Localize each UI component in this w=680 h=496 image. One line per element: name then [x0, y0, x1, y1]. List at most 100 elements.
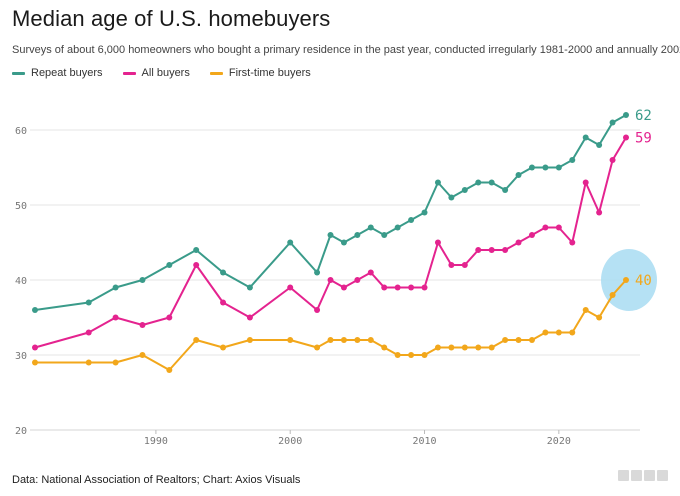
data-point-all-buyers — [434, 239, 441, 246]
x-tick-label: 2010 — [412, 436, 436, 447]
data-point-all-buyers — [488, 247, 495, 253]
data-point-all-buyers — [287, 284, 294, 291]
data-point-all-buyers — [555, 224, 562, 231]
series-line-all-buyers — [34, 136, 627, 349]
data-point-repeat-buyers — [596, 142, 603, 148]
data-point-first-time-buyers — [515, 337, 522, 343]
data-point-all-buyers — [166, 314, 173, 321]
legend-label-all-buyers: All buyers — [141, 67, 190, 79]
data-point-repeat-buyers — [32, 307, 38, 313]
data-point-first-time-buyers — [367, 337, 374, 343]
data-point-repeat-buyers — [354, 232, 361, 238]
data-point-all-buyers — [354, 277, 361, 283]
data-point-repeat-buyers — [448, 194, 455, 201]
end-label-all-buyers: 59 — [635, 131, 652, 147]
data-point-repeat-buyers — [327, 232, 334, 238]
data-point-first-time-buyers — [528, 337, 535, 343]
data-point-all-buyers — [193, 262, 200, 268]
data-point-first-time-buyers — [502, 337, 509, 343]
data-point-all-buyers — [569, 239, 576, 246]
data-point-first-time-buyers — [448, 344, 455, 351]
data-point-first-time-buyers — [220, 344, 227, 351]
data-point-all-buyers — [112, 314, 119, 321]
data-point-repeat-buyers — [475, 179, 482, 186]
data-point-all-buyers — [528, 232, 535, 238]
data-point-repeat-buyers — [582, 134, 589, 141]
legend-label-repeat-buyers: Repeat buyers — [31, 67, 103, 79]
data-point-first-time-buyers — [421, 352, 428, 358]
data-point-first-time-buyers — [461, 344, 468, 351]
data-point-all-buyers — [461, 262, 468, 268]
data-point-repeat-buyers — [246, 284, 253, 291]
data-point-all-buyers — [609, 157, 616, 163]
data-point-repeat-buyers — [515, 172, 522, 178]
x-tick-label: 2020 — [547, 436, 571, 447]
data-point-first-time-buyers — [596, 314, 603, 321]
data-point-first-time-buyers — [381, 344, 388, 351]
data-point-repeat-buyers — [569, 157, 576, 163]
data-point-repeat-buyers — [112, 284, 119, 291]
x-tick-label: 2000 — [278, 436, 302, 447]
data-point-first-time-buyers — [314, 344, 321, 351]
data-point-first-time-buyers — [609, 292, 616, 298]
data-point-first-time-buyers — [246, 337, 253, 343]
watermark-square-icon — [644, 470, 655, 481]
data-point-first-time-buyers — [623, 277, 629, 283]
data-point-repeat-buyers — [287, 239, 294, 246]
data-point-repeat-buyers — [609, 119, 616, 126]
y-tick-label: 30 — [15, 351, 27, 362]
data-point-repeat-buyers — [502, 187, 509, 193]
end-label-repeat-buyers: 62 — [635, 108, 652, 124]
data-point-repeat-buyers — [139, 277, 146, 283]
watermark-icons — [618, 470, 668, 481]
legend-item-all-buyers: All buyers — [122, 67, 190, 79]
data-point-all-buyers — [139, 322, 146, 328]
data-point-repeat-buyers — [381, 232, 388, 238]
data-point-first-time-buyers — [139, 352, 146, 358]
data-point-all-buyers — [421, 284, 428, 291]
data-point-first-time-buyers — [193, 337, 200, 343]
data-point-all-buyers — [394, 284, 401, 291]
data-point-repeat-buyers — [528, 164, 535, 171]
legend-item-first-time-buyers: First-time buyers — [209, 67, 311, 79]
data-point-repeat-buyers — [434, 179, 441, 186]
data-point-repeat-buyers — [394, 224, 401, 231]
data-point-first-time-buyers — [327, 337, 334, 343]
data-point-first-time-buyers — [475, 344, 482, 351]
data-point-first-time-buyers — [408, 352, 415, 358]
y-tick-label: 40 — [15, 276, 27, 287]
legend-swatch-first-time-buyers — [209, 71, 223, 75]
data-point-all-buyers — [340, 284, 347, 291]
y-tick-label: 50 — [15, 201, 27, 212]
data-point-repeat-buyers — [85, 299, 92, 306]
x-tick-label: 1990 — [144, 436, 168, 447]
data-point-first-time-buyers — [112, 359, 119, 366]
legend-item-repeat-buyers: Repeat buyers — [12, 67, 103, 79]
data-point-first-time-buyers — [340, 337, 347, 343]
data-point-all-buyers — [85, 329, 92, 336]
data-point-first-time-buyers — [555, 329, 562, 336]
data-point-all-buyers — [381, 284, 388, 291]
data-point-repeat-buyers — [461, 187, 468, 193]
data-point-all-buyers — [314, 307, 321, 313]
data-point-all-buyers — [515, 239, 522, 246]
data-point-repeat-buyers — [542, 164, 549, 171]
data-point-all-buyers — [327, 277, 334, 283]
data-point-repeat-buyers — [314, 269, 321, 276]
data-point-first-time-buyers — [434, 344, 441, 351]
watermark-square-icon — [657, 470, 668, 481]
watermark-square-icon — [618, 470, 629, 481]
data-point-first-time-buyers — [582, 307, 589, 313]
data-point-repeat-buyers — [623, 112, 629, 118]
data-point-first-time-buyers — [85, 359, 92, 366]
data-point-all-buyers — [448, 262, 455, 268]
series-line-first-time-buyers — [35, 279, 627, 371]
legend-swatch-repeat-buyers — [12, 71, 25, 75]
data-point-all-buyers — [32, 344, 38, 351]
data-point-repeat-buyers — [340, 239, 347, 246]
data-point-first-time-buyers — [354, 337, 361, 343]
data-point-all-buyers — [502, 247, 509, 253]
data-point-repeat-buyers — [555, 164, 562, 171]
data-point-first-time-buyers — [488, 344, 495, 351]
data-point-first-time-buyers — [394, 352, 401, 358]
